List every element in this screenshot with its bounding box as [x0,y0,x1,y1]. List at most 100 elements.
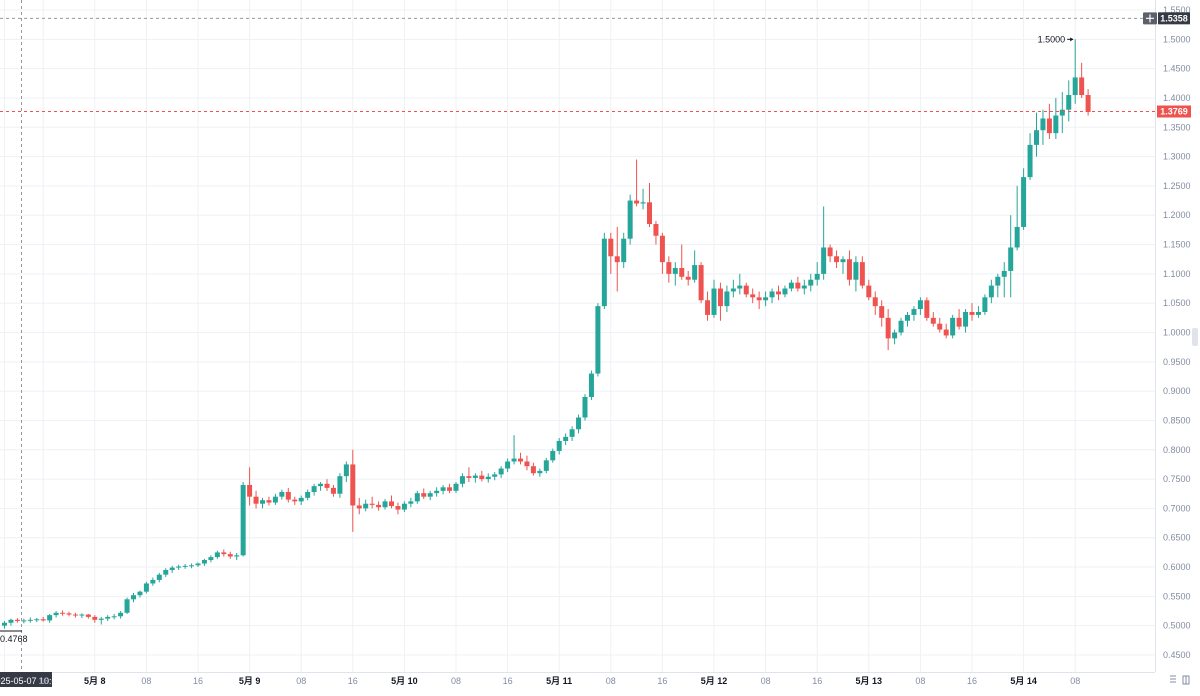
candle-body [247,484,253,497]
candle [627,194,633,245]
candle [40,616,46,622]
candle [821,206,827,280]
candle-body [214,552,220,558]
candle-body [1085,95,1091,113]
candle-body [105,616,111,619]
candle-body [795,282,801,289]
candle-body [640,202,646,204]
candle [608,232,614,274]
candle-body [763,297,769,301]
candle [679,244,685,280]
candle [34,618,40,623]
candle-body [479,475,485,480]
candle-body [588,373,594,397]
candle [105,615,111,621]
candle-body [511,458,517,462]
price-axis-tick-label: 1.3000 [1163,152,1191,162]
candle [524,455,530,471]
candle-body [376,504,382,508]
candle [505,458,511,473]
time-axis-tick-label: 08 [761,676,771,686]
candle-body [905,314,910,321]
candle [27,617,33,623]
candle-body [595,306,601,374]
log-scale-icon[interactable] [1182,675,1190,685]
candle [879,300,885,327]
candle [498,466,504,478]
candle [1001,262,1007,298]
candle [318,482,324,491]
candle [588,370,594,400]
candle [840,256,846,274]
candle [537,468,543,477]
price-axis-scroll-handle[interactable] [1192,328,1198,346]
candle-body [601,238,607,307]
time-axis-tick-label: 5月 10 [391,676,418,686]
candle [66,611,72,617]
candle-body [911,309,917,315]
candle [563,433,569,446]
candle [298,495,304,505]
candle-body [666,262,672,274]
crosshair-price-label: 1.5358 [1160,13,1188,23]
candle [892,329,898,345]
add-alert-button[interactable] [1143,12,1157,25]
candle [111,613,117,620]
candle [730,279,736,298]
price-axis-tick-label: 0.6500 [1163,533,1191,543]
candle-body [311,486,317,492]
time-axis-tick-label: 08 [1070,676,1080,686]
candle [285,487,291,503]
candle [324,479,330,491]
candle [685,270,691,286]
candle [1034,112,1039,157]
candle [872,291,878,315]
candle [247,467,253,506]
candle [1008,215,1014,298]
candle [2,620,7,629]
candle [311,483,317,496]
candle [698,262,704,304]
chart-settings-icon[interactable] [1170,675,1176,683]
candle [975,306,981,318]
candle [853,256,859,292]
candle [788,279,794,292]
candle-body [950,317,956,336]
candle [550,448,556,463]
candle-body [272,496,278,503]
candle [859,256,865,289]
candle-body [692,265,698,280]
candle-body [395,506,401,510]
candle [917,297,923,315]
crosshair-time-label: 2025-05-07 10:00 [0,676,62,686]
candle-body [111,616,117,618]
candle-body [66,613,72,615]
candle-body [401,503,407,510]
candle-body [1059,109,1065,116]
candle [240,482,246,557]
candle [640,188,646,210]
candle [1027,133,1033,181]
candle-body [60,612,66,614]
candle-body [769,291,775,298]
candle-body [550,450,556,461]
candle-body [2,622,7,626]
candle [150,577,156,586]
candle-body [866,285,872,298]
candle-body [705,300,711,315]
candle [195,562,201,568]
candle-body [1027,144,1033,178]
candle-body [14,619,20,621]
candle-body [1066,95,1072,110]
high-price-marker: 1.5000 [1038,34,1066,44]
candle-body [614,256,620,263]
candle [1053,97,1059,139]
candle [737,273,743,295]
candle-body [466,476,472,478]
candle-body [988,285,994,298]
candle-body [279,491,285,497]
candle [47,613,53,623]
candle [253,490,259,509]
